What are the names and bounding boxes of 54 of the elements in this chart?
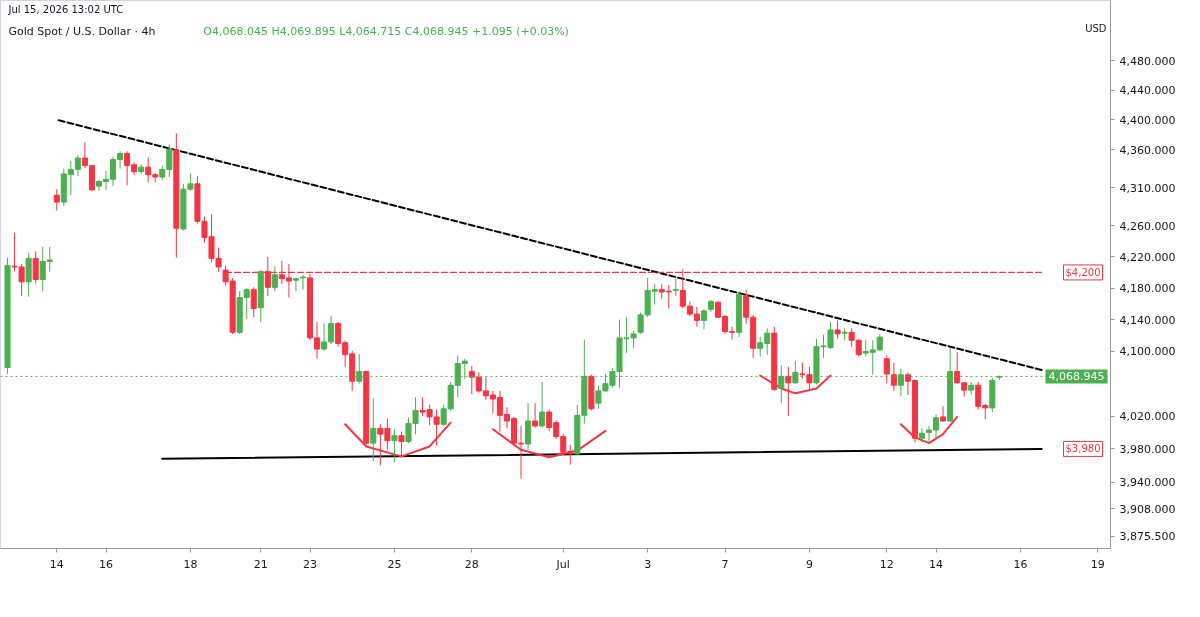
candlestick [834, 319, 841, 340]
y-tick-label: 3,980.000 [1119, 442, 1176, 456]
candlestick [250, 286, 257, 318]
candlestick [271, 265, 278, 292]
x-tick-label: 16 [99, 557, 114, 571]
x-tick-label: 14 [929, 557, 944, 571]
candlestick [391, 428, 398, 463]
x-tick-label: 18 [183, 557, 198, 571]
y-tick-label: 4,360.000 [1119, 143, 1176, 157]
y-tick-label: 4,220.000 [1119, 250, 1176, 264]
x-tick-label: 16 [1013, 557, 1028, 571]
candlestick [700, 308, 707, 330]
x-tick-label: 19 [1090, 557, 1105, 571]
candlestick [525, 402, 532, 451]
y-tick-label: 4,440.000 [1119, 84, 1176, 98]
candlestick [370, 397, 377, 462]
y-axis-title: USD [1085, 22, 1107, 34]
y-tick-label: 4,480.000 [1119, 54, 1176, 68]
annotation: $4,200 [1065, 266, 1101, 278]
y-tick-label: 4,020.000 [1119, 410, 1176, 424]
y-tick-label: 3,908.000 [1119, 502, 1176, 516]
x-tick-label: 3 [644, 557, 652, 571]
y-tick-label: 4,400.000 [1119, 113, 1176, 127]
text: Gold Spot / U.S. Dollar · 4h [8, 24, 156, 38]
y-tick-label: 4,140.000 [1119, 313, 1176, 327]
x-tick-label: 25 [387, 557, 402, 571]
ref-line-label: 4,068.945 [1048, 370, 1105, 384]
candlestick [532, 402, 539, 429]
candlestick [32, 250, 39, 284]
candlestick [883, 354, 890, 385]
x-tick-label: 21 [253, 557, 268, 571]
x-tick-label: 14 [49, 557, 64, 571]
x-tick-label: 23 [303, 557, 318, 571]
y-tick-label: 3,875.500 [1119, 530, 1176, 544]
annotation: Jul 15, 2026 13:02 UTC [7, 3, 124, 15]
candlestick [918, 427, 926, 443]
candlestick [940, 405, 947, 423]
annotation: $3,980 [1065, 443, 1101, 455]
text: O4,068.045 H4,069.895 L4,064.715 C4,068.945 +1.095 (+0.03%) [203, 24, 569, 38]
candlestick [53, 188, 60, 212]
x-tick-label: 9 [805, 557, 813, 571]
x-tick-label: 12 [879, 557, 894, 571]
x-tick-label: 28 [464, 557, 479, 571]
candlestick [25, 252, 32, 298]
candlestick [539, 381, 546, 429]
y-tick-label: 4,100.000 [1119, 345, 1176, 359]
y-tick-label: 4,310.000 [1119, 181, 1176, 195]
x-tick-label: 7 [721, 557, 729, 571]
y-tick-label: 3,940.000 [1119, 476, 1176, 490]
candlestick [672, 275, 679, 297]
candlestick [890, 362, 897, 392]
y-tick-label: 4,180.000 [1119, 282, 1176, 296]
y-tick-label: 4,260.000 [1119, 219, 1176, 233]
x-tick-label: Jul [555, 557, 570, 571]
